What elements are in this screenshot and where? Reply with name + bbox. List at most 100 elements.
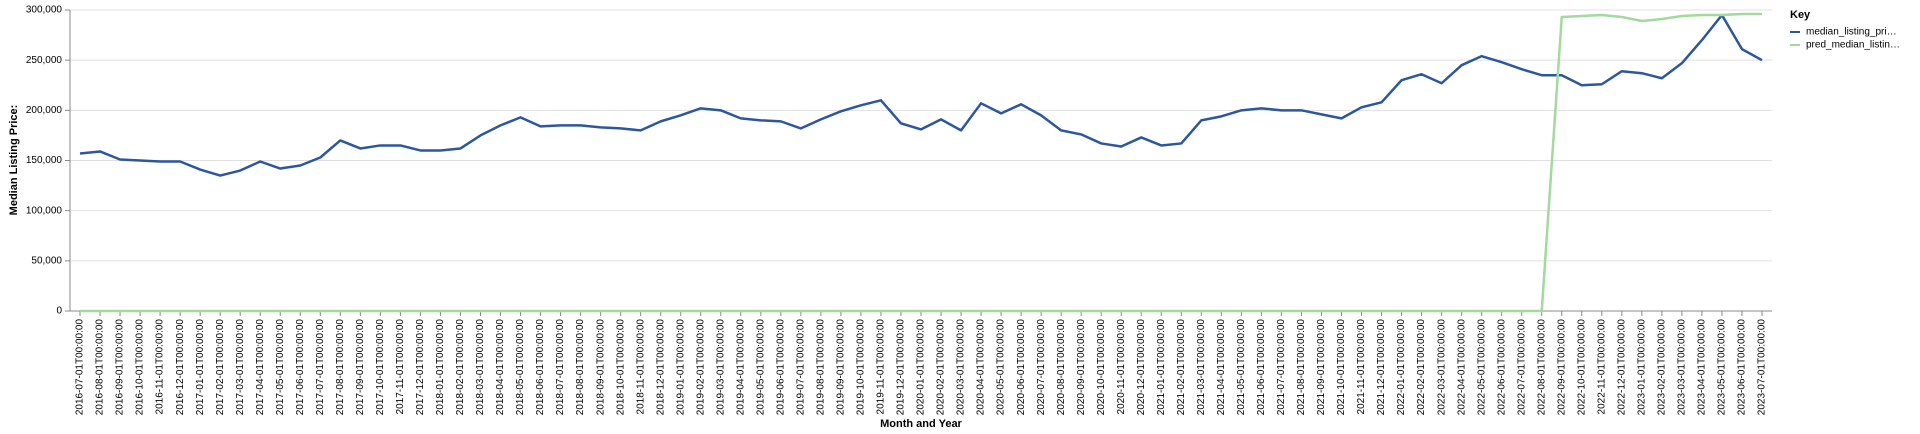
x-tick-label: 2019-06-01T00:00:00 bbox=[775, 319, 786, 416]
x-tick-label: 2020-05-01T00:00:00 bbox=[996, 319, 1007, 416]
x-tick-label: 2020-10-01T00:00:00 bbox=[1096, 319, 1107, 416]
x-tick-label: 2022-02-01T00:00:00 bbox=[1416, 319, 1427, 416]
x-tick-label: 2016-09-01T00:00:00 bbox=[115, 319, 126, 416]
x-tick-label: 2019-08-01T00:00:00 bbox=[816, 319, 827, 416]
y-tick-label: 250,000 bbox=[26, 55, 63, 66]
x-tick-label: 2019-12-01T00:00:00 bbox=[896, 319, 907, 416]
x-tick-label: 2023-02-01T00:00:00 bbox=[1657, 319, 1668, 416]
y-axis-title: Median Listing Price: bbox=[8, 105, 20, 216]
x-tick-label: 2018-05-01T00:00:00 bbox=[515, 319, 526, 416]
x-tick-label: 2019-07-01T00:00:00 bbox=[795, 319, 806, 416]
legend-title: Key bbox=[1790, 9, 1811, 21]
x-tick-label: 2020-08-01T00:00:00 bbox=[1056, 319, 1067, 416]
x-tick-label: 2022-07-01T00:00:00 bbox=[1516, 319, 1527, 416]
x-tick-label: 2017-10-01T00:00:00 bbox=[375, 319, 386, 416]
x-tick-label: 2016-08-01T00:00:00 bbox=[95, 319, 106, 416]
x-tick-label: 2022-10-01T00:00:00 bbox=[1576, 319, 1587, 416]
x-tick-label: 2017-02-01T00:00:00 bbox=[215, 319, 226, 416]
x-tick-label: 2022-08-01T00:00:00 bbox=[1536, 319, 1547, 416]
x-tick-label: 2023-01-01T00:00:00 bbox=[1636, 319, 1647, 416]
x-tick-label: 2021-10-01T00:00:00 bbox=[1336, 319, 1347, 416]
x-tick-label: 2021-05-01T00:00:00 bbox=[1236, 319, 1247, 416]
x-tick-label: 2020-01-01T00:00:00 bbox=[916, 319, 927, 416]
x-tick-label: 2020-04-01T00:00:00 bbox=[976, 319, 987, 416]
x-tick-label: 2022-11-01T00:00:00 bbox=[1596, 319, 1607, 415]
x-tick-label: 2016-10-01T00:00:00 bbox=[135, 319, 146, 416]
x-axis-title: Month and Year bbox=[880, 418, 962, 430]
x-tick-label: 2022-06-01T00:00:00 bbox=[1496, 319, 1507, 416]
x-tick-label: 2016-12-01T00:00:00 bbox=[175, 319, 186, 416]
x-tick-label: 2021-02-01T00:00:00 bbox=[1176, 319, 1187, 416]
x-tick-label: 2020-07-01T00:00:00 bbox=[1036, 319, 1047, 416]
x-tick-label: 2021-07-01T00:00:00 bbox=[1276, 319, 1287, 416]
y-tick-label: 50,000 bbox=[31, 255, 62, 266]
x-tick-label: 2021-06-01T00:00:00 bbox=[1256, 319, 1267, 416]
x-tick-label: 2017-09-01T00:00:00 bbox=[355, 319, 366, 416]
x-tick-label: 2017-08-01T00:00:00 bbox=[335, 319, 346, 416]
x-tick-label: 2021-11-01T00:00:00 bbox=[1356, 319, 1367, 415]
x-tick-label: 2018-01-01T00:00:00 bbox=[435, 319, 446, 416]
x-tick-label: 2023-04-01T00:00:00 bbox=[1697, 319, 1708, 416]
x-tick-label: 2022-05-01T00:00:00 bbox=[1476, 319, 1487, 416]
x-tick-label: 2020-06-01T00:00:00 bbox=[1016, 319, 1027, 416]
x-tick-label: 2023-06-01T00:00:00 bbox=[1737, 319, 1748, 416]
x-tick-label: 2020-09-01T00:00:00 bbox=[1076, 319, 1087, 416]
legend-label: median_listing_pri… bbox=[1806, 27, 1897, 38]
x-tick-label: 2023-07-01T00:00:00 bbox=[1757, 319, 1768, 416]
x-tick-label: 2019-11-01T00:00:00 bbox=[876, 319, 887, 415]
x-tick-label: 2021-09-01T00:00:00 bbox=[1316, 319, 1327, 416]
x-tick-label: 2019-01-01T00:00:00 bbox=[675, 319, 686, 416]
x-tick-label: 2022-12-01T00:00:00 bbox=[1616, 319, 1627, 416]
legend-label: pred_median_listin… bbox=[1806, 40, 1900, 51]
x-tick-label: 2020-11-01T00:00:00 bbox=[1116, 319, 1127, 415]
x-tick-label: 2016-11-01T00:00:00 bbox=[155, 319, 166, 415]
x-tick-label: 2023-03-01T00:00:00 bbox=[1677, 319, 1688, 416]
x-tick-label: 2021-04-01T00:00:00 bbox=[1216, 319, 1227, 416]
x-tick-label: 2020-03-01T00:00:00 bbox=[956, 319, 967, 416]
y-tick-label: 200,000 bbox=[26, 105, 63, 116]
x-tick-label: 2017-06-01T00:00:00 bbox=[295, 319, 306, 416]
series-line bbox=[80, 12, 1762, 313]
x-tick-label: 2018-02-01T00:00:00 bbox=[455, 319, 466, 416]
x-tick-label: 2018-11-01T00:00:00 bbox=[635, 319, 646, 415]
x-tick-label: 2022-04-01T00:00:00 bbox=[1456, 319, 1467, 416]
x-tick-label: 2017-01-01T00:00:00 bbox=[195, 319, 206, 416]
x-tick-label: 2017-11-01T00:00:00 bbox=[395, 319, 406, 415]
x-tick-label: 2019-04-01T00:00:00 bbox=[735, 319, 746, 416]
x-tick-label: 2018-06-01T00:00:00 bbox=[535, 319, 546, 416]
x-tick-label: 2019-05-01T00:00:00 bbox=[755, 319, 766, 416]
x-tick-label: 2020-12-01T00:00:00 bbox=[1136, 319, 1147, 416]
x-tick-label: 2019-10-01T00:00:00 bbox=[856, 319, 867, 416]
x-tick-label: 2022-01-01T00:00:00 bbox=[1396, 319, 1407, 416]
x-tick-label: 2021-12-01T00:00:00 bbox=[1376, 319, 1387, 416]
x-tick-label: 2019-03-01T00:00:00 bbox=[715, 319, 726, 416]
x-tick-label: 2021-01-01T00:00:00 bbox=[1156, 319, 1167, 416]
x-tick-label: 2018-12-01T00:00:00 bbox=[655, 319, 666, 416]
x-tick-label: 2022-09-01T00:00:00 bbox=[1556, 319, 1567, 416]
x-tick-label: 2020-02-01T00:00:00 bbox=[936, 319, 947, 416]
x-tick-label: 2017-12-01T00:00:00 bbox=[415, 319, 426, 416]
x-tick-label: 2018-10-01T00:00:00 bbox=[615, 319, 626, 416]
x-tick-label: 2022-03-01T00:00:00 bbox=[1436, 319, 1447, 416]
x-tick-label: 2019-02-01T00:00:00 bbox=[695, 319, 706, 416]
x-tick-label: 2017-04-01T00:00:00 bbox=[255, 319, 266, 416]
x-tick-label: 2018-09-01T00:00:00 bbox=[595, 319, 606, 416]
x-tick-label: 2017-07-01T00:00:00 bbox=[315, 319, 326, 416]
y-tick-label: 150,000 bbox=[26, 155, 63, 166]
x-tick-label: 2019-09-01T00:00:00 bbox=[836, 319, 847, 416]
x-tick-label: 2018-07-01T00:00:00 bbox=[555, 319, 566, 416]
x-tick-label: 2023-05-01T00:00:00 bbox=[1717, 319, 1728, 416]
x-tick-label: 2021-08-01T00:00:00 bbox=[1296, 319, 1307, 416]
y-tick-label: 100,000 bbox=[26, 205, 63, 216]
x-tick-label: 2021-03-01T00:00:00 bbox=[1196, 319, 1207, 416]
x-tick-label: 2016-07-01T00:00:00 bbox=[75, 319, 86, 416]
series-line bbox=[79, 13, 1763, 177]
x-tick-label: 2018-08-01T00:00:00 bbox=[575, 319, 586, 416]
y-tick-label: 300,000 bbox=[26, 5, 63, 16]
y-tick-label: 0 bbox=[56, 306, 62, 317]
x-tick-label: 2017-05-01T00:00:00 bbox=[275, 319, 286, 416]
x-tick-label: 2018-03-01T00:00:00 bbox=[475, 319, 486, 416]
x-tick-label: 2017-03-01T00:00:00 bbox=[235, 319, 246, 416]
